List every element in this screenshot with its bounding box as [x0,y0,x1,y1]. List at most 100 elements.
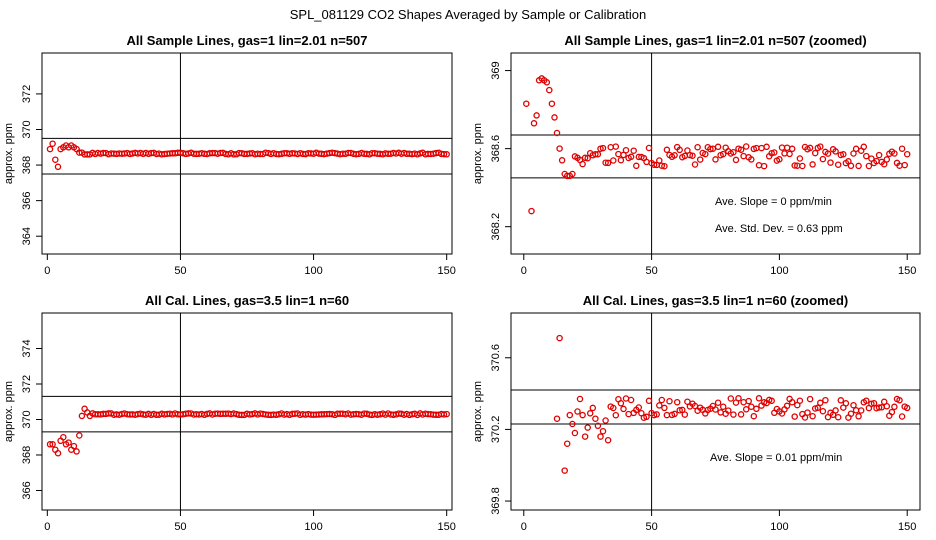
y-tick-label: 368 [21,446,33,464]
data-point [712,156,719,163]
data-point [673,398,681,406]
data-point [656,157,663,164]
data-point [604,436,612,444]
data-point [676,407,683,414]
data-point [54,163,62,171]
data-point [530,120,538,127]
data-point [707,145,714,153]
panel-title: All Cal. Lines, gas=3.5 lin=1 n=60 [145,293,349,308]
data-point [852,145,860,153]
plot-frame [41,52,453,255]
figure-title: SPL_081129 CO2 Shapes Averaged by Sample… [290,7,647,22]
data-point [558,157,566,164]
data-point [740,398,747,406]
data-point [817,143,824,150]
data-point [653,411,660,418]
data-point [842,400,850,407]
y-axis-label: approx. ppm [3,123,15,184]
data-point [903,150,911,158]
data-point [633,162,640,170]
x-tick-label: 150 [437,521,455,533]
x-tick-label: 50 [174,521,186,533]
data-point [755,161,763,169]
data-point [581,433,589,440]
data-point [566,411,574,419]
data-point [768,397,775,405]
data-point [855,413,862,420]
data-point [599,144,607,152]
data-point [46,441,54,448]
data-point [847,162,855,170]
data-point [612,143,620,150]
data-point [783,402,791,410]
data-point [742,143,750,150]
data-point [694,143,701,151]
y-axis-label: approx. ppm [3,381,15,442]
x-tick-label: 0 [521,265,527,277]
data-point [735,395,742,402]
data-point [771,149,778,156]
data-point [70,442,78,450]
x-tick-label: 150 [898,265,916,277]
data-point [663,146,671,154]
data-point [46,145,54,153]
data-point [786,150,793,158]
data-point [440,411,448,418]
x-tick-label: 100 [304,265,322,277]
data-point [78,412,86,420]
data-point [806,395,814,403]
data-point [796,397,804,404]
data-point [763,143,770,151]
data-point [630,147,637,154]
data-point [888,408,896,416]
data-point [891,150,898,157]
data-point [755,395,763,402]
data-point [556,334,563,342]
data-point [602,417,609,424]
data-point [612,411,620,419]
y-tick-label: 366 [21,481,33,499]
data-point [579,160,586,168]
annotation-text: Ave. Slope = 0 ppm/min [715,196,832,208]
data-point [625,410,632,418]
data-point [714,399,722,406]
data-point [814,404,822,412]
data-point [776,156,783,163]
data-point [819,407,827,415]
data-point [620,405,627,413]
data-point [809,412,816,420]
data-point [65,439,72,446]
x-tick-label: 50 [645,521,657,533]
data-point [617,156,625,164]
data-point [817,399,824,407]
data-point [589,404,597,412]
x-tick-label: 150 [437,265,455,277]
x-tick-label: 0 [521,521,527,533]
y-tick-label: 370 [21,120,33,138]
data-point [852,407,860,414]
data-point [592,150,599,158]
data-point [645,144,653,152]
y-tick-label: 368 [21,156,33,174]
x-tick-label: 0 [44,521,50,533]
data-point [574,408,581,415]
y-tick-label: 364 [21,227,33,245]
data-point [758,144,765,152]
data-point [824,150,832,157]
data-point [791,413,798,420]
data-point [730,148,737,156]
y-tick-label: 372 [21,375,33,393]
annotation-text: Ave. Std. Dev. = 0.63 ppm [715,223,843,235]
data-point [883,156,891,163]
data-point [870,399,878,407]
panel-title: All Cal. Lines, gas=3.5 lin=1 n=60 (zoom… [583,293,849,308]
data-point [663,411,671,419]
data-point [898,145,906,152]
y-tick-label: 366 [21,191,33,209]
plot-frame [510,52,921,255]
data-point [553,415,561,422]
data-point [796,155,804,162]
data-point [76,432,83,439]
data-point [891,403,898,411]
